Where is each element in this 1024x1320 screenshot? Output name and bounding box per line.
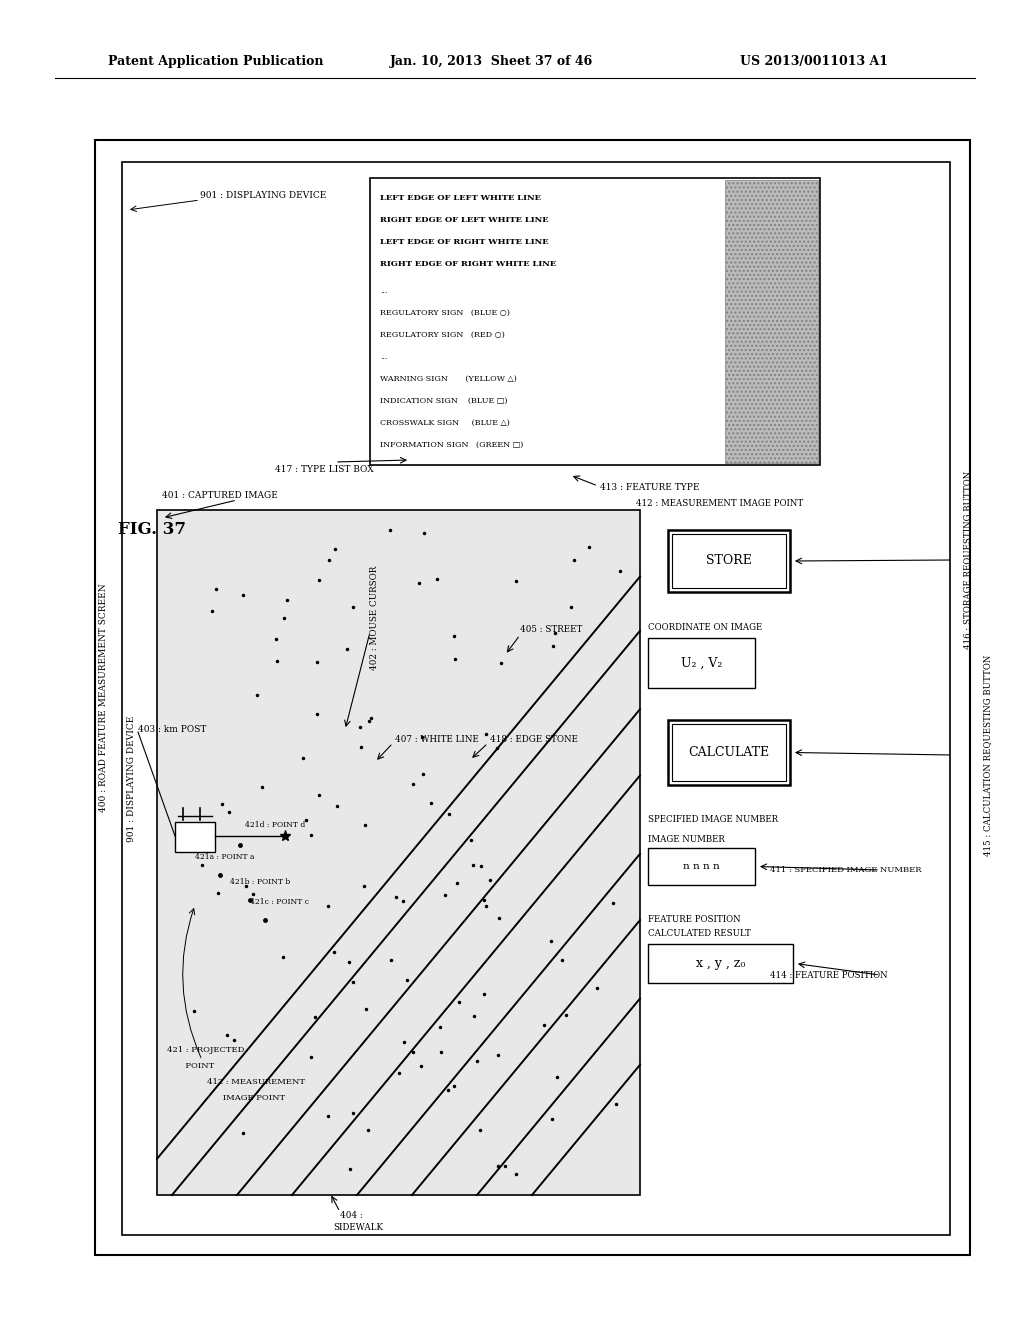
Text: CALCULATE: CALCULATE (688, 746, 770, 759)
Text: 421b : POINT b: 421b : POINT b (230, 878, 290, 886)
Text: 402 : MOUSE CURSOR: 402 : MOUSE CURSOR (370, 566, 379, 671)
Text: CROSSWALK SIGN     (BLUE △): CROSSWALK SIGN (BLUE △) (380, 418, 510, 426)
Text: 411 : SPECIFIED IMAGE NUMBER: 411 : SPECIFIED IMAGE NUMBER (770, 866, 922, 874)
Text: Patent Application Publication: Patent Application Publication (108, 55, 324, 69)
Bar (157, 510, 640, 1195)
Text: WARNING SIGN       (YELLOW △): WARNING SIGN (YELLOW △) (380, 375, 517, 383)
Text: 405 : STREET: 405 : STREET (520, 626, 583, 635)
Text: 415 : CALCULATION REQUESTING BUTTON: 415 : CALCULATION REQUESTING BUTTON (983, 655, 992, 855)
Text: LEFT EDGE OF LEFT WHITE LINE: LEFT EDGE OF LEFT WHITE LINE (380, 194, 541, 202)
Text: 421 : PROJECTED: 421 : PROJECTED (167, 1045, 245, 1053)
Text: 401 : CAPTURED IMAGE: 401 : CAPTURED IMAGE (162, 491, 278, 500)
Text: Jan. 10, 2013  Sheet 37 of 46: Jan. 10, 2013 Sheet 37 of 46 (390, 55, 593, 69)
Text: 417 : TYPE LIST BOX: 417 : TYPE LIST BOX (275, 466, 374, 474)
Text: IMAGE NUMBER: IMAGE NUMBER (648, 836, 725, 845)
Bar (668, 531, 790, 591)
Bar (370, 178, 820, 465)
Text: STORE: STORE (707, 554, 752, 568)
Bar (648, 847, 755, 884)
Text: 413 : FEATURE TYPE: 413 : FEATURE TYPE (600, 483, 699, 492)
Text: 421d : POINT d: 421d : POINT d (245, 821, 305, 829)
Bar (672, 535, 786, 587)
Text: SPECIFIED IMAGE NUMBER: SPECIFIED IMAGE NUMBER (648, 816, 778, 825)
Bar (648, 944, 793, 983)
Text: INDICATION SIGN    (BLUE □): INDICATION SIGN (BLUE □) (380, 397, 508, 405)
Text: ...: ... (380, 286, 387, 294)
Text: 901 : DISPLAYING DEVICE: 901 : DISPLAYING DEVICE (200, 190, 327, 199)
Text: 421c : POINT c: 421c : POINT c (250, 898, 309, 906)
Text: INFORMATION SIGN   (GREEN □): INFORMATION SIGN (GREEN □) (380, 441, 523, 449)
Text: 414 : FEATURE POSITION: 414 : FEATURE POSITION (770, 970, 888, 979)
Bar (672, 723, 786, 781)
Text: 412 : MEASUREMENT IMAGE POINT: 412 : MEASUREMENT IMAGE POINT (636, 499, 803, 507)
Text: 403 : km POST: 403 : km POST (138, 726, 207, 734)
Text: CALCULATED RESULT: CALCULATED RESULT (648, 929, 751, 939)
Text: 901 : DISPLAYING DEVICE: 901 : DISPLAYING DEVICE (128, 715, 136, 842)
Text: LEFT EDGE OF RIGHT WHITE LINE: LEFT EDGE OF RIGHT WHITE LINE (380, 238, 549, 246)
Text: US 2013/0011013 A1: US 2013/0011013 A1 (740, 55, 888, 69)
Text: 400 : ROAD FEATURE MEASUREMENT SCREEN: 400 : ROAD FEATURE MEASUREMENT SCREEN (99, 583, 109, 812)
Text: n n n n: n n n n (683, 862, 720, 871)
Text: 407 : WHITE LINE: 407 : WHITE LINE (395, 735, 479, 744)
Text: COORDINATE ON IMAGE: COORDINATE ON IMAGE (648, 623, 762, 632)
Text: 404 :: 404 : (340, 1210, 362, 1220)
Text: REGULATORY SIGN   (RED ○): REGULATORY SIGN (RED ○) (380, 331, 505, 339)
Text: 416 : STORAGE REQUESTING BUTTON: 416 : STORAGE REQUESTING BUTTON (964, 471, 973, 649)
Text: 418 : EDGE STONE: 418 : EDGE STONE (490, 735, 578, 744)
Text: IMAGE POINT: IMAGE POINT (207, 1094, 285, 1102)
Text: REGULATORY SIGN   (BLUE ○): REGULATORY SIGN (BLUE ○) (380, 309, 510, 317)
Text: U₂ , V₂: U₂ , V₂ (681, 656, 722, 669)
Text: FIG. 37: FIG. 37 (118, 521, 186, 539)
Bar (122, 162, 950, 1236)
Text: ...: ... (380, 352, 387, 360)
Bar (175, 822, 215, 851)
Text: 412 : MEASUREMENT: 412 : MEASUREMENT (207, 1078, 305, 1086)
Text: FEATURE POSITION: FEATURE POSITION (648, 916, 740, 924)
Bar (95, 140, 970, 1255)
Text: RIGHT EDGE OF LEFT WHITE LINE: RIGHT EDGE OF LEFT WHITE LINE (380, 216, 549, 224)
Text: SIDEWALK: SIDEWALK (333, 1224, 383, 1233)
Bar (668, 719, 790, 785)
Text: x , y , z₀: x , y , z₀ (696, 957, 745, 970)
Text: POINT: POINT (167, 1063, 214, 1071)
Bar (725, 180, 818, 463)
Text: 421a : POINT a: 421a : POINT a (195, 853, 255, 861)
Text: RIGHT EDGE OF RIGHT WHITE LINE: RIGHT EDGE OF RIGHT WHITE LINE (380, 260, 556, 268)
Bar (648, 638, 755, 688)
